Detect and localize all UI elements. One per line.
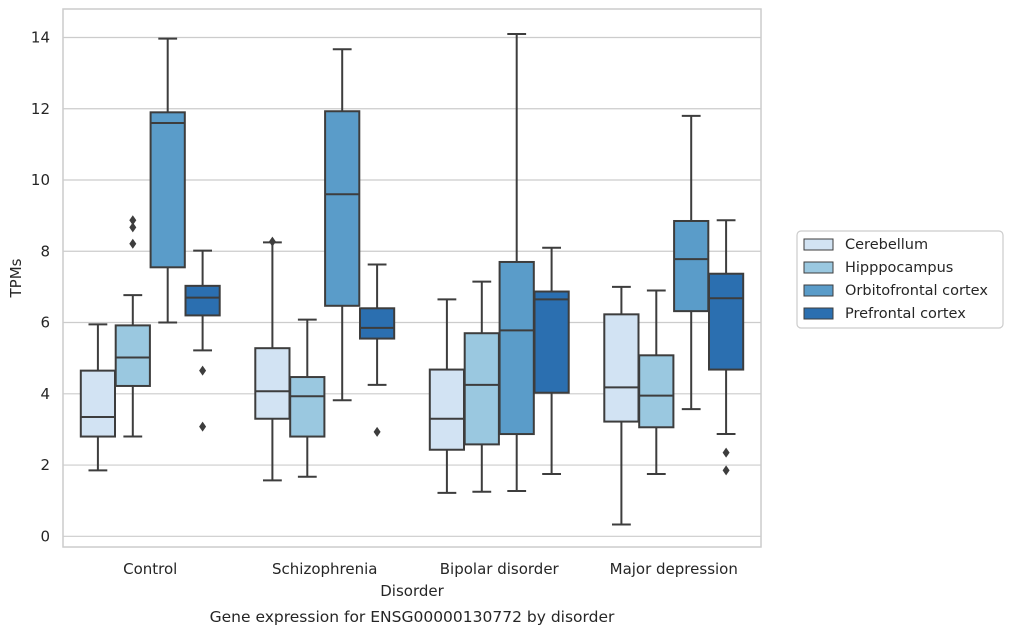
outlier-point bbox=[199, 365, 207, 376]
box bbox=[184, 284, 221, 317]
legend-swatch bbox=[803, 261, 834, 274]
outlier-point bbox=[199, 421, 207, 432]
plot-frame bbox=[62, 8, 762, 548]
y-tick-label: 8 bbox=[40, 242, 50, 260]
box bbox=[358, 307, 396, 340]
box bbox=[254, 347, 291, 420]
outlier-point bbox=[268, 236, 276, 247]
y-tick-label: 6 bbox=[40, 314, 50, 332]
box bbox=[673, 219, 710, 313]
y-axis-label: TPMs bbox=[7, 258, 25, 298]
outlier-point bbox=[129, 238, 137, 249]
y-tick-label: 10 bbox=[31, 171, 50, 189]
box bbox=[498, 260, 535, 436]
x-tick-label: Control bbox=[123, 560, 177, 578]
x-axis-label: Disorder bbox=[380, 582, 444, 600]
y-tick-label: 2 bbox=[40, 456, 50, 474]
legend-label: Cerebellum bbox=[845, 237, 928, 253]
outlier-point bbox=[373, 426, 381, 437]
x-tick-label: Bipolar disorder bbox=[440, 560, 560, 578]
box bbox=[149, 111, 186, 269]
legend-swatch bbox=[803, 307, 834, 320]
legend-box bbox=[796, 230, 1004, 329]
legend-label: Hipppocampus bbox=[845, 260, 953, 276]
legend-label: Orbitofrontal cortex bbox=[845, 283, 988, 299]
legend-label: Prefrontal cortex bbox=[845, 306, 966, 322]
legend-swatch bbox=[803, 284, 834, 297]
y-tick-label: 14 bbox=[31, 29, 50, 47]
box bbox=[603, 313, 640, 423]
box bbox=[533, 290, 570, 394]
outlier-point bbox=[129, 215, 137, 226]
outlier-point bbox=[722, 465, 730, 476]
x-tick-label: Schizophrenia bbox=[272, 560, 377, 578]
y-tick-label: 4 bbox=[40, 385, 50, 403]
y-tick-label: 12 bbox=[31, 100, 50, 118]
box bbox=[707, 272, 745, 371]
box bbox=[463, 332, 500, 446]
box bbox=[428, 368, 466, 451]
box bbox=[79, 369, 117, 438]
y-tick-label: 0 bbox=[40, 527, 50, 545]
chart-caption: Gene expression for ENSG00000130772 by d… bbox=[210, 608, 615, 626]
outlier-point bbox=[722, 447, 730, 458]
outlier-point bbox=[129, 222, 137, 233]
legend-swatch bbox=[803, 238, 834, 251]
x-tick-label: Major depression bbox=[610, 560, 738, 578]
box bbox=[324, 110, 361, 307]
plot-area bbox=[63, 9, 761, 547]
box bbox=[638, 354, 675, 429]
box bbox=[289, 376, 326, 438]
box bbox=[114, 324, 151, 387]
